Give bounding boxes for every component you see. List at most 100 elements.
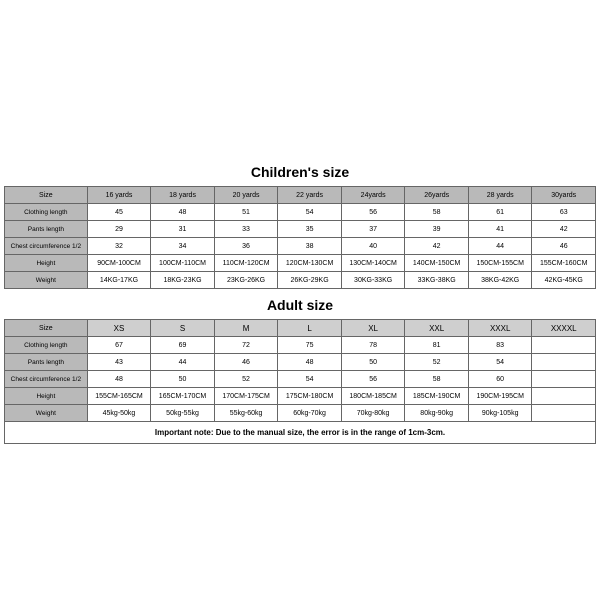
col-xl: XL	[341, 320, 405, 337]
children-row-weight: Weight 14KG-17KG 18KG-23KG 23KG-26KG 26K…	[5, 272, 596, 289]
cell: 72	[214, 337, 278, 354]
cell: 23KG-26KG	[214, 272, 278, 289]
col-s: S	[151, 320, 215, 337]
cell: 48	[151, 204, 215, 221]
cell: 175CM-180CM	[278, 388, 342, 405]
cell: 50kg-55kg	[151, 405, 215, 422]
cell: 44	[468, 238, 532, 255]
col-26: 26yards	[405, 187, 469, 204]
col-22: 22 yards	[278, 187, 342, 204]
cell: 185CM-190CM	[405, 388, 469, 405]
children-row-pants-length: Pants length 29 31 33 35 37 39 41 42	[5, 221, 596, 238]
footnote: Important note: Due to the manual size, …	[5, 422, 596, 444]
cell: 90kg-105kg	[468, 405, 532, 422]
cell: 48	[87, 371, 151, 388]
row-label: Weight	[5, 272, 88, 289]
cell	[532, 405, 596, 422]
cell: 33KG-38KG	[405, 272, 469, 289]
col-m: M	[214, 320, 278, 337]
col-18: 18 yards	[151, 187, 215, 204]
cell: 60	[468, 371, 532, 388]
row-label: Pants length	[5, 221, 88, 238]
cell: 37	[341, 221, 405, 238]
col-size: Size	[5, 320, 88, 337]
cell: 50	[341, 354, 405, 371]
cell: 26KG-29KG	[278, 272, 342, 289]
cell: 55kg-60kg	[214, 405, 278, 422]
cell: 56	[341, 204, 405, 221]
cell: 30KG-33KG	[341, 272, 405, 289]
row-label: Chest circumference 1/2	[5, 238, 88, 255]
row-label: Weight	[5, 405, 88, 422]
cell: 52	[405, 354, 469, 371]
cell: 39	[405, 221, 469, 238]
cell: 35	[278, 221, 342, 238]
cell: 56	[341, 371, 405, 388]
cell: 140CM-150CM	[405, 255, 469, 272]
adult-row-pants-length: Pants length 43 44 46 48 50 52 54	[5, 354, 596, 371]
cell: 33	[214, 221, 278, 238]
col-16: 16 yards	[87, 187, 151, 204]
cell: 110CM-120CM	[214, 255, 278, 272]
cell	[532, 371, 596, 388]
cell: 155CM-160CM	[532, 255, 596, 272]
row-label: Clothing length	[5, 204, 88, 221]
adult-row-chest: Chest circumference 1/2 48 50 52 54 56 5…	[5, 371, 596, 388]
col-size: Size	[5, 187, 88, 204]
cell: 42KG-45KG	[532, 272, 596, 289]
col-xxl: XXL	[405, 320, 469, 337]
cell: 60kg-70kg	[278, 405, 342, 422]
cell: 43	[87, 354, 151, 371]
cell: 29	[87, 221, 151, 238]
cell: 155CM-165CM	[87, 388, 151, 405]
children-title: Children's size	[4, 156, 596, 186]
children-row-height: Height 90CM-100CM 100CM-110CM 110CM-120C…	[5, 255, 596, 272]
cell: 54	[468, 354, 532, 371]
cell: 83	[468, 337, 532, 354]
adult-table: Size XS S M L XL XXL XXXL XXXXL Clothing…	[4, 319, 596, 444]
col-xxxxl: XXXXL	[532, 320, 596, 337]
cell	[532, 354, 596, 371]
cell: 190CM-195CM	[468, 388, 532, 405]
cell: 51	[214, 204, 278, 221]
cell: 69	[151, 337, 215, 354]
cell: 120CM-130CM	[278, 255, 342, 272]
adult-row-height: Height 155CM-165CM 165CM-170CM 170CM-175…	[5, 388, 596, 405]
row-label: Height	[5, 255, 88, 272]
cell: 63	[532, 204, 596, 221]
cell: 58	[405, 371, 469, 388]
cell: 67	[87, 337, 151, 354]
col-xxxl: XXXL	[468, 320, 532, 337]
cell: 38	[278, 238, 342, 255]
cell: 150CM-155CM	[468, 255, 532, 272]
children-header-row: Size 16 yards 18 yards 20 yards 22 yards…	[5, 187, 596, 204]
cell: 78	[341, 337, 405, 354]
adult-title: Adult size	[4, 289, 596, 319]
cell: 75	[278, 337, 342, 354]
col-l: L	[278, 320, 342, 337]
col-28: 28 yards	[468, 187, 532, 204]
row-label: Height	[5, 388, 88, 405]
cell: 80kg-90kg	[405, 405, 469, 422]
col-30: 30yards	[532, 187, 596, 204]
row-label: Clothing length	[5, 337, 88, 354]
col-xs: XS	[87, 320, 151, 337]
cell: 42	[405, 238, 469, 255]
cell: 44	[151, 354, 215, 371]
cell: 14KG-17KG	[87, 272, 151, 289]
cell: 32	[87, 238, 151, 255]
cell	[532, 337, 596, 354]
cell	[532, 388, 596, 405]
cell: 45kg-50kg	[87, 405, 151, 422]
row-label: Pants length	[5, 354, 88, 371]
cell: 54	[278, 204, 342, 221]
cell: 34	[151, 238, 215, 255]
children-row-chest: Chest circumference 1/2 32 34 36 38 40 4…	[5, 238, 596, 255]
cell: 100CM-110CM	[151, 255, 215, 272]
size-chart: Children's size Size 16 yards 18 yards 2…	[4, 156, 596, 444]
children-row-clothing-length: Clothing length 45 48 51 54 56 58 61 63	[5, 204, 596, 221]
row-label: Chest circumference 1/2	[5, 371, 88, 388]
cell: 130CM-140CM	[341, 255, 405, 272]
cell: 61	[468, 204, 532, 221]
cell: 81	[405, 337, 469, 354]
